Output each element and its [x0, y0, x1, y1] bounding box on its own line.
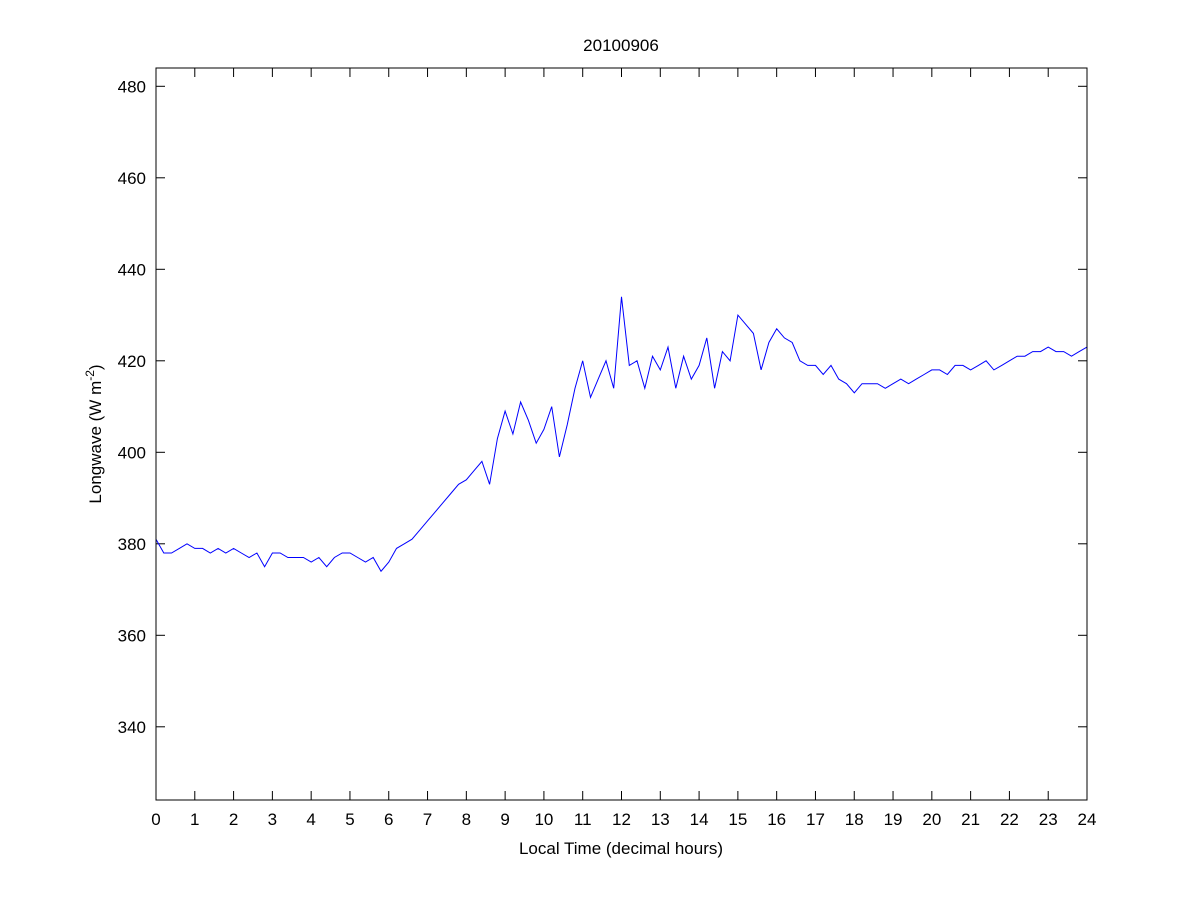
- y-tick-label: 480: [118, 77, 146, 96]
- x-tick-label: 19: [884, 810, 903, 829]
- y-tick-label: 460: [118, 169, 146, 188]
- x-tick-label: 0: [151, 810, 160, 829]
- x-tick-label: 7: [423, 810, 432, 829]
- x-tick-label: 18: [845, 810, 864, 829]
- x-tick-label: 9: [500, 810, 509, 829]
- x-tick-label: 16: [767, 810, 786, 829]
- x-tick-label: 12: [612, 810, 631, 829]
- y-tick-label: 440: [118, 260, 146, 279]
- y-tick-label: 420: [118, 352, 146, 371]
- y-axis-label-close: ): [86, 364, 105, 370]
- x-tick-label: 20: [922, 810, 941, 829]
- y-tick-label: 360: [118, 626, 146, 645]
- y-tick-label: 400: [118, 443, 146, 462]
- series-line: [155, 296, 1088, 573]
- x-tick-label: 22: [1000, 810, 1019, 829]
- x-tick-label: 11: [574, 810, 592, 829]
- x-tick-label: 14: [690, 810, 709, 829]
- x-tick-label: 1: [190, 810, 199, 829]
- x-tick-label: 8: [462, 810, 471, 829]
- x-tick-label: 15: [728, 810, 747, 829]
- x-tick-label: 5: [345, 810, 354, 829]
- y-axis-label-main: Longwave (W m: [86, 381, 105, 504]
- x-tick-label: 6: [384, 810, 393, 829]
- y-tick-label: 380: [118, 535, 146, 554]
- x-tick-label: 10: [534, 810, 553, 829]
- x-tick-label: 4: [306, 810, 315, 829]
- y-axis-label-sup: -2: [83, 370, 97, 381]
- x-axis-label: Local Time (decimal hours): [519, 839, 723, 858]
- x-tick-label: 17: [806, 810, 825, 829]
- x-tick-label: 23: [1039, 810, 1058, 829]
- x-tick-label: 24: [1078, 810, 1097, 829]
- x-tick-label: 3: [268, 810, 277, 829]
- y-axis-label: Longwave (W m-2): [83, 364, 105, 503]
- x-tick-label: 13: [651, 810, 670, 829]
- y-tick-label: 340: [118, 718, 146, 737]
- x-tick-label: 2: [229, 810, 238, 829]
- x-tick-label: 21: [961, 810, 980, 829]
- chart-title: 20100906: [583, 36, 659, 55]
- plot-frame: [155, 67, 1088, 801]
- plot-area: [156, 68, 1087, 800]
